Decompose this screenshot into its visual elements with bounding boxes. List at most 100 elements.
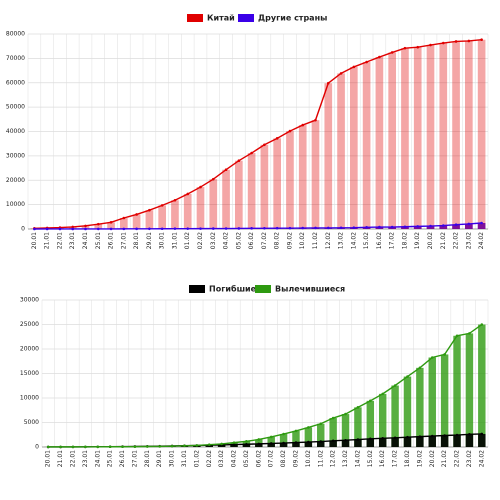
point [455, 433, 459, 437]
point [71, 227, 75, 231]
bar [171, 200, 179, 229]
bar [311, 120, 320, 229]
point [96, 222, 100, 226]
point [122, 227, 126, 231]
x-tick-label: 25.01 [107, 450, 114, 467]
x-tick-label: 15.02 [363, 232, 370, 249]
x-tick-label: 13.02 [342, 450, 349, 467]
point [263, 226, 266, 230]
x-tick-label: 20.01 [31, 232, 38, 249]
point [250, 227, 253, 230]
x-tick-label: 01.02 [184, 232, 191, 249]
bar [439, 43, 448, 229]
bar [439, 225, 448, 229]
point [352, 226, 356, 230]
point [429, 43, 432, 47]
x-tick-label: 24.01 [82, 232, 89, 249]
point [148, 227, 151, 231]
x-tick-label: 08.02 [274, 232, 281, 249]
point [45, 227, 49, 231]
point [468, 332, 471, 335]
bar [413, 47, 422, 229]
x-tick-label: 28.01 [133, 232, 140, 249]
point [245, 442, 248, 446]
point [326, 226, 330, 230]
bar [81, 225, 90, 229]
x-tick-label: 16.02 [379, 450, 386, 467]
point [319, 422, 323, 426]
point [84, 224, 87, 228]
point [158, 445, 161, 448]
point [59, 445, 62, 449]
point [430, 434, 434, 438]
x-tick-label: 17.02 [392, 450, 399, 467]
x-tick-label: 23.02 [465, 232, 472, 249]
point [84, 227, 87, 231]
point [108, 445, 112, 449]
x-tick-label: 10.02 [299, 232, 306, 249]
series-line [34, 39, 482, 229]
bar [107, 222, 115, 229]
point [33, 227, 36, 231]
bar [145, 210, 154, 229]
y-tick-label: 10000 [20, 395, 39, 402]
point [344, 438, 347, 442]
x-tick-label: 30.01 [159, 232, 166, 249]
point [183, 444, 186, 448]
point [443, 434, 446, 437]
bar [378, 393, 387, 447]
point [369, 399, 372, 403]
x-tick-label: 26.01 [119, 450, 126, 467]
point [207, 443, 211, 446]
x-tick-label: 07.02 [268, 450, 275, 467]
y-tick-label: 0 [21, 226, 25, 233]
point [393, 436, 397, 440]
point [199, 185, 202, 189]
point [160, 227, 164, 231]
point [480, 38, 483, 42]
point [288, 129, 292, 133]
legend-swatch [187, 14, 203, 22]
point [109, 221, 113, 224]
point [393, 384, 397, 387]
bar [132, 214, 141, 229]
bar [426, 45, 435, 229]
point [416, 225, 420, 228]
x-tick-label: 04.02 [223, 232, 230, 249]
x-tick-label: 10.02 [305, 450, 312, 467]
bar [255, 443, 263, 447]
x-tick-label: 24.02 [478, 450, 485, 467]
point [467, 222, 471, 226]
bar [337, 73, 345, 229]
bar [428, 357, 436, 447]
bar [440, 354, 449, 447]
bar [222, 169, 230, 229]
point [237, 159, 241, 163]
point [224, 227, 228, 230]
x-tick-label: 27.01 [120, 232, 127, 249]
bar [350, 66, 358, 229]
legend-text: Другие страны [258, 14, 327, 23]
x-tick-label: 19.02 [414, 232, 421, 249]
bar [362, 62, 371, 229]
bar [452, 41, 460, 229]
bar [267, 436, 275, 447]
y-tick-label: 10000 [6, 201, 25, 208]
x-tick-label: 31.01 [171, 232, 178, 249]
y-tick-label: 0 [35, 444, 39, 451]
point [443, 353, 446, 356]
x-tick-label: 05.02 [235, 232, 242, 249]
point [429, 224, 432, 228]
point [282, 432, 285, 436]
point [71, 445, 75, 449]
point [173, 227, 177, 230]
point [418, 435, 422, 438]
y-tick-label: 80000 [6, 31, 25, 38]
point [148, 208, 151, 212]
x-tick-label: 18.02 [404, 450, 411, 467]
point [109, 227, 113, 231]
point [403, 225, 407, 229]
point [133, 445, 137, 449]
x-tick-label: 04.02 [231, 450, 238, 467]
